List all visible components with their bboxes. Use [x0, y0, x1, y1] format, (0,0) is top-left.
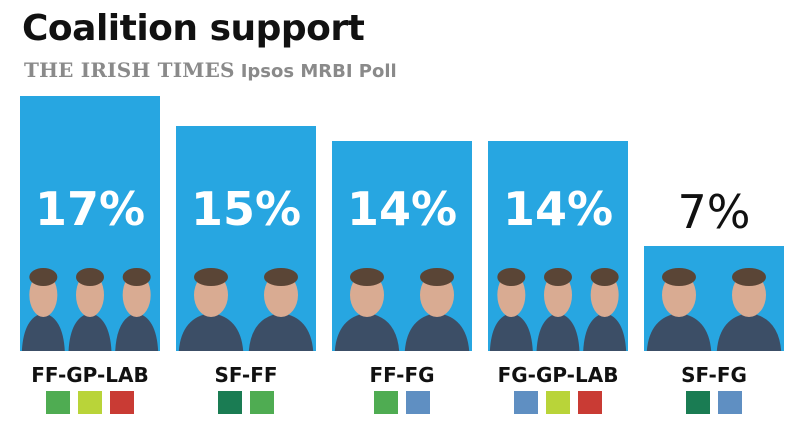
- portrait-body-icon: [178, 313, 244, 351]
- value-label-sf-ff: 15%: [191, 182, 301, 236]
- portrait-hair-icon: [420, 268, 454, 286]
- portrait-hair-icon: [732, 268, 766, 286]
- portrait-body-icon: [716, 313, 782, 351]
- swatch-fg: [514, 391, 538, 414]
- swatch-ff: [250, 391, 274, 414]
- portrait-hair-icon: [194, 268, 228, 286]
- swatch-ff: [374, 391, 398, 414]
- source-line: THE IRISH TIMES Ipsos MRBI Poll: [24, 58, 397, 82]
- portrait-body-icon: [334, 313, 400, 351]
- portrait-body-icon: [404, 313, 470, 351]
- portrait-hair-icon: [264, 268, 298, 286]
- bar-sf-ff: [176, 126, 316, 351]
- portrait-body-icon: [646, 313, 712, 351]
- value-label-ff-fg: 14%: [347, 182, 457, 236]
- swatch-fg: [406, 391, 430, 414]
- category-label-sf-ff: SF-FF: [214, 363, 277, 387]
- swatch-lab: [578, 391, 602, 414]
- publisher-name: THE IRISH TIMES: [24, 58, 235, 82]
- swatch-ff: [46, 391, 70, 414]
- chart-title: Coalition support: [22, 8, 365, 49]
- swatch-gp: [78, 391, 102, 414]
- portrait-body-icon: [115, 313, 159, 351]
- bar-ff-fg: [332, 141, 472, 351]
- category-label-sf-fg: SF-FG: [681, 363, 747, 387]
- category-label-ff-fg: FF-FG: [369, 363, 434, 387]
- value-label-fg-gp-lab: 14%: [503, 182, 613, 236]
- portrait-body-icon: [536, 313, 580, 351]
- portrait-hair-icon: [350, 268, 384, 286]
- value-label-ff-gp-lab: 17%: [35, 182, 145, 236]
- portrait-body-icon: [68, 313, 112, 351]
- swatch-sf: [218, 391, 242, 414]
- portrait-hair-icon: [76, 268, 104, 286]
- portrait-body-icon: [21, 313, 65, 351]
- poll-name: Ipsos MRBI Poll: [240, 61, 397, 82]
- portrait-hair-icon: [29, 268, 58, 286]
- swatch-gp: [546, 391, 570, 414]
- portrait-hair-icon: [590, 268, 619, 286]
- portrait-hair-icon: [544, 268, 572, 286]
- category-label-fg-gp-lab: FG-GP-LAB: [498, 363, 619, 387]
- portrait-body-icon: [489, 313, 533, 351]
- portrait-hair-icon: [662, 268, 696, 286]
- swatch-fg: [718, 391, 742, 414]
- portrait-hair-icon: [497, 268, 526, 286]
- portrait-hair-icon: [122, 268, 151, 286]
- swatch-lab: [110, 391, 134, 414]
- portrait-body-icon: [248, 313, 314, 351]
- category-label-ff-gp-lab: FF-GP-LAB: [31, 363, 149, 387]
- value-label-sf-fg: 7%: [678, 185, 751, 239]
- portrait-body-icon: [583, 313, 627, 351]
- swatch-sf: [686, 391, 710, 414]
